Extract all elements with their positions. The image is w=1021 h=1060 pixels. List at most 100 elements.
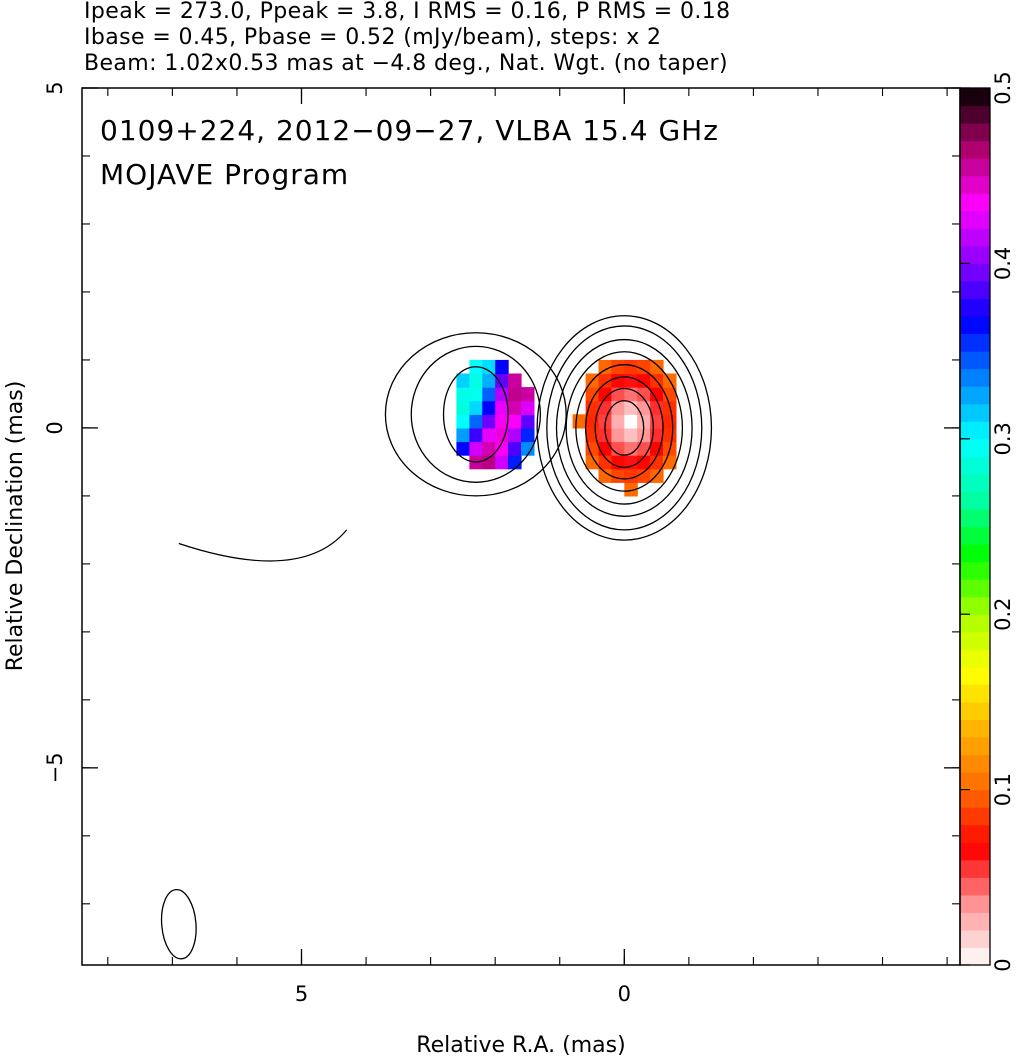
intensity-contour [594, 387, 654, 469]
polarization-pixel [508, 373, 522, 388]
x-tick-label: 0 [618, 982, 631, 1006]
polarization-pixel [637, 427, 651, 443]
y-tick-label: 0 [43, 421, 67, 434]
polarization-pixel [495, 359, 509, 375]
polarization-pixel [624, 414, 638, 429]
colorbar-segment [960, 193, 990, 212]
intensity-contour [565, 351, 684, 505]
plot-frame [81, 87, 961, 966]
polarization-pixel [469, 387, 483, 402]
evpa-vector-layer [160, 888, 197, 960]
colorbar-segment [960, 614, 990, 633]
polarization-pixel [495, 455, 509, 470]
colorbar-segment [960, 807, 990, 826]
header-line-2: Ibase = 0.45, Pbase = 0.52 (mJy/beam), s… [84, 25, 662, 50]
polarization-pixel [456, 427, 470, 443]
polarization-pixel [572, 414, 587, 429]
polarization-pixel [482, 400, 496, 415]
jet-contour [178, 529, 348, 562]
polarization-pixel [663, 414, 677, 429]
colorbar-segment [960, 123, 990, 142]
colorbar-segment [960, 631, 990, 650]
axis-ticks: 5 0 5 0 −5 [43, 81, 960, 1006]
colorbar-segment [960, 351, 990, 370]
polarization-pixel [598, 441, 612, 456]
colorbar-segment [960, 579, 990, 598]
colorbar-segment [960, 544, 990, 563]
colorbar-segment [960, 912, 990, 931]
polarization-pixel [611, 414, 625, 429]
polarization-pixel [469, 427, 483, 443]
x-tick-label: 5 [295, 982, 308, 1006]
chart-title: 0109+224, 2012−09−27, VLBA 15.4 GHz [100, 114, 719, 147]
polarization-pixel [521, 387, 535, 402]
colorbar-segment [960, 105, 990, 124]
colorbar-tick-label: 0.4 [991, 247, 1015, 280]
colorbar-segment [960, 509, 990, 528]
colorbar-tick-label: 0.3 [991, 422, 1015, 455]
intensity-contour [536, 315, 713, 541]
colorbar-segment [960, 526, 990, 545]
polarization-pixel [521, 427, 535, 443]
colorbar-segment [960, 456, 990, 475]
colorbar-segment [960, 772, 990, 791]
polarization-pixel [456, 414, 470, 429]
x-axis-label: Relative R.A. (mas) [416, 1033, 625, 1058]
colorbar-segment [960, 88, 990, 107]
colorbar-segment [960, 158, 990, 177]
jet-contour [442, 366, 509, 463]
colorbar-segment [960, 859, 990, 878]
polarization-pixel [624, 359, 638, 375]
polarization-pixel [482, 427, 496, 443]
intensity-contour [604, 400, 645, 456]
polarization-pixel [598, 455, 612, 470]
polarization-pixel [521, 441, 535, 456]
polarization-pixel [650, 400, 664, 415]
polarization-pixel [624, 455, 638, 470]
jet-contour [384, 332, 567, 497]
polarization-pixel [508, 400, 522, 415]
polarization-pixel [585, 441, 600, 456]
polarization-pixel [456, 373, 470, 388]
colorbar-segment [960, 789, 990, 808]
polarization-pixel [585, 400, 600, 415]
polarization-pixel [482, 441, 496, 456]
colorbar-segment [960, 842, 990, 861]
polarization-pixel [456, 400, 470, 415]
polarization-pixel [495, 414, 509, 429]
polarization-pixel [508, 414, 522, 429]
colorbar-segment [960, 824, 990, 843]
colorbar-segment [960, 719, 990, 738]
colorbar-segment [960, 666, 990, 685]
polarization-pixel [598, 468, 612, 483]
intensity-contour [546, 325, 703, 531]
polarization-pixel [585, 387, 600, 402]
colorbar-segment [960, 333, 990, 352]
intensity-contour [555, 338, 693, 517]
polarization-pixel [495, 400, 509, 415]
total-intensity-contours [178, 315, 713, 562]
polarization-pixel [508, 441, 522, 456]
polarization-pixel [482, 455, 496, 470]
polarization-pixel [611, 359, 625, 375]
colorbar-segment [960, 491, 990, 510]
colorbar-tick-label: 0.2 [991, 597, 1015, 630]
polarization-pixel [469, 414, 483, 429]
polarization-pixel [508, 427, 522, 443]
colorbar-segment [960, 894, 990, 913]
colorbar-segment [960, 228, 990, 247]
polarization-pixel [637, 373, 651, 388]
polarization-pixel [598, 387, 612, 402]
colorbar: 0 0.1 0.2 0.3 0.4 0.5 [959, 71, 1015, 972]
polarization-pixel [521, 400, 535, 415]
colorbar-segment [960, 280, 990, 299]
polarization-pixel [495, 441, 509, 456]
colorbar-segment [960, 438, 990, 457]
polarization-pixel [624, 373, 638, 388]
polarization-pixel-layer [456, 359, 677, 497]
colorbar-tick-label: 0.5 [991, 71, 1015, 104]
polarization-pixel [495, 373, 509, 388]
header-line-1: Ipeak = 273.0, Ppeak = 3.8, I RMS = 0.16… [84, 0, 731, 24]
colorbar-segment [960, 754, 990, 773]
polarization-pixel [598, 359, 612, 375]
